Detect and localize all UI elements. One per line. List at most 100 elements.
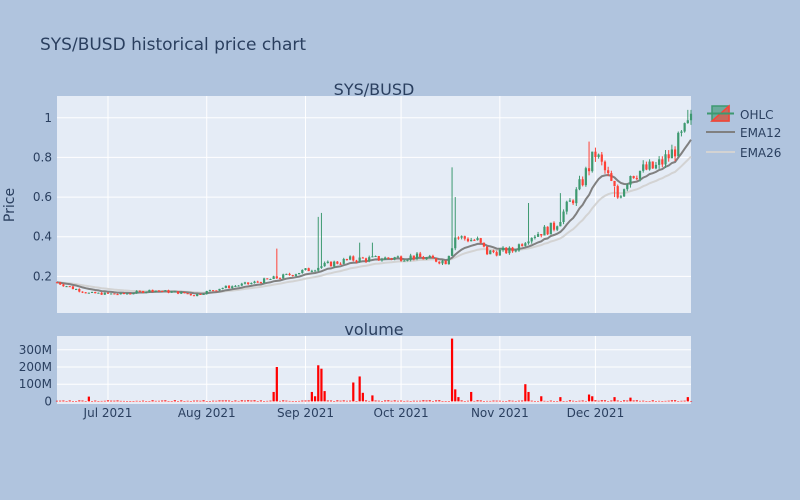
- candle: [527, 203, 530, 245]
- candle-body: [683, 123, 686, 132]
- candle-body: [463, 236, 466, 239]
- volume-bar: [161, 400, 164, 402]
- candle: [377, 255, 380, 261]
- candle-body: [374, 256, 377, 258]
- candle: [151, 289, 154, 293]
- volume-bar: [613, 397, 616, 402]
- price-y-tick-label: 0.2: [33, 269, 52, 283]
- legend[interactable]: OHLC EMA12 EMA26: [706, 104, 781, 160]
- candle: [511, 246, 514, 253]
- candle: [441, 259, 444, 265]
- candle: [205, 290, 208, 295]
- volume-bar: [326, 400, 329, 402]
- volume-bar: [572, 400, 575, 402]
- candle: [521, 243, 524, 247]
- candle-body: [358, 257, 361, 262]
- candle: [476, 236, 479, 241]
- volume-bar: [272, 391, 275, 402]
- volume-bar: [103, 400, 106, 402]
- volume-bar: [444, 401, 447, 402]
- candle-body: [55, 282, 59, 284]
- candle-body: [508, 247, 511, 254]
- volume-bar: [648, 401, 651, 402]
- candle: [686, 109, 689, 124]
- candle-body: [536, 234, 540, 237]
- candle: [358, 242, 361, 263]
- volume-bar: [240, 400, 243, 402]
- legend-item-ema12[interactable]: EMA12: [706, 126, 781, 140]
- candle-body: [371, 256, 374, 258]
- candle-body: [610, 173, 613, 181]
- legend-item-ohlc[interactable]: OHLC: [707, 104, 774, 122]
- candle: [266, 278, 269, 280]
- volume-bar: [339, 400, 342, 402]
- volume-bar: [661, 401, 664, 402]
- candle-body: [431, 255, 435, 259]
- x-tick-label: Dec 2021: [567, 406, 625, 420]
- volume-bar: [87, 396, 90, 402]
- candle: [183, 291, 186, 294]
- candle-body: [196, 293, 199, 297]
- volume-bar: [447, 401, 450, 402]
- candle-body: [629, 176, 632, 185]
- candle: [227, 285, 231, 289]
- volume-bar: [196, 400, 199, 402]
- candle: [390, 257, 393, 261]
- legend-label-ohlc: OHLC: [740, 108, 774, 122]
- candle: [536, 231, 540, 238]
- candle-body: [240, 283, 243, 286]
- ohlc-series: [55, 109, 693, 297]
- candle: [231, 285, 234, 289]
- candle-body: [613, 180, 616, 187]
- candle: [291, 274, 294, 277]
- candle-body: [482, 242, 486, 247]
- volume-bar: [110, 400, 113, 402]
- candle: [71, 285, 75, 290]
- volume-bar: [482, 401, 486, 402]
- candle: [584, 166, 587, 187]
- volume-bar: [336, 400, 339, 402]
- candle: [393, 256, 396, 261]
- legend-item-ema26[interactable]: EMA26: [706, 146, 781, 160]
- volume-bar: [90, 401, 94, 402]
- candle: [479, 237, 482, 244]
- candle-body: [317, 267, 320, 271]
- candle-body: [406, 259, 409, 261]
- candle: [352, 255, 355, 262]
- volume-bar: [59, 400, 62, 402]
- volume-bar: [81, 400, 84, 402]
- candle: [616, 184, 619, 199]
- candle-body: [364, 258, 368, 262]
- candle: [192, 295, 196, 297]
- candle: [568, 198, 572, 202]
- candle-body: [151, 289, 154, 292]
- volume-bar: [94, 400, 97, 402]
- candle-body: [221, 287, 224, 289]
- volume-bar: [645, 400, 648, 402]
- candle-body: [224, 285, 227, 288]
- candle-body: [176, 291, 180, 294]
- volume-bar: [288, 400, 291, 402]
- volume-bar: [141, 400, 145, 402]
- candle-body: [587, 168, 591, 172]
- candle: [387, 257, 390, 260]
- candle-body: [658, 159, 661, 165]
- volume-bar: [342, 400, 345, 402]
- volume-bar: [208, 401, 212, 402]
- candle-body: [648, 161, 651, 170]
- candle: [320, 212, 323, 269]
- volume-bar: [384, 400, 387, 402]
- candle-body: [597, 154, 600, 158]
- volume-y-tick-label: 200M: [19, 360, 52, 374]
- volume-bar: [406, 400, 409, 402]
- candle: [635, 175, 638, 181]
- candle: [288, 272, 291, 276]
- candle-body: [237, 285, 240, 287]
- volume-bar: [552, 401, 556, 402]
- candle: [237, 285, 240, 287]
- candle-body: [339, 263, 342, 265]
- candle-body: [412, 255, 415, 259]
- volume-bar: [457, 397, 460, 402]
- volume-bar: [600, 400, 603, 402]
- volume-bar: [422, 400, 425, 402]
